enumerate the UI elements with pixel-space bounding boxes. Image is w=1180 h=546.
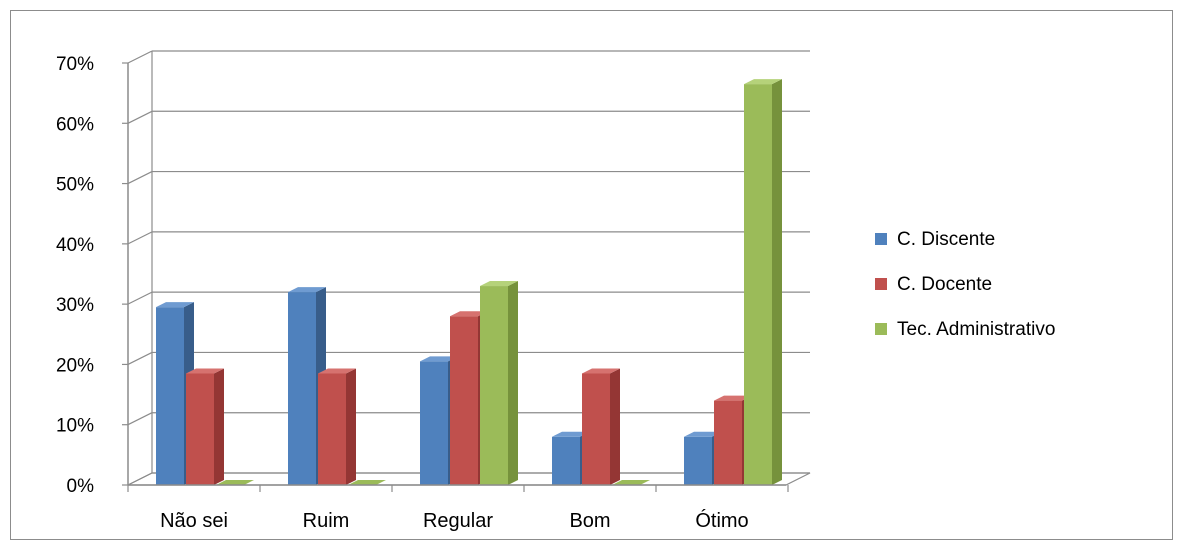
- bar-zero: [216, 480, 254, 485]
- bar-top: [318, 368, 356, 374]
- y-tick-label: 70%: [56, 54, 94, 75]
- bar: [582, 368, 620, 485]
- bar-front: [318, 373, 346, 485]
- bar-side: [346, 368, 356, 485]
- bar: [480, 281, 518, 485]
- gridline-depth: [127, 171, 153, 185]
- x-tick-label: Ruim: [303, 510, 350, 532]
- gridline-depth: [127, 472, 153, 486]
- legend-label: C. Docente: [897, 274, 992, 295]
- legend-swatch: [875, 233, 887, 245]
- bar-top: [156, 302, 194, 308]
- bar: [186, 368, 224, 485]
- gridline-depth: [127, 110, 153, 124]
- y-axis-ticks: 0% 10% 20% 30% 40% 50% 60% 70%: [56, 54, 94, 497]
- bar-top: [744, 79, 782, 85]
- gridline-depth: [127, 412, 153, 426]
- y-tick-label: 60%: [56, 114, 94, 135]
- bar-top: [450, 311, 488, 317]
- bar: [612, 480, 650, 485]
- x-tick-label: Ótimo: [695, 509, 748, 532]
- legend-item: Tec. Administrativo: [875, 319, 1055, 340]
- bar: [318, 368, 356, 485]
- bar: [744, 79, 782, 485]
- bar-top: [480, 281, 518, 287]
- legend-item: C. Docente: [875, 274, 992, 295]
- bar-zero: [348, 480, 386, 485]
- bar-top: [288, 287, 326, 293]
- bar-front: [744, 84, 772, 485]
- x-tick-label: Não sei: [160, 510, 228, 532]
- bar-front: [450, 316, 478, 485]
- bar-front: [186, 373, 214, 485]
- bar-front: [420, 361, 448, 485]
- bar-top: [420, 356, 458, 362]
- bar-zero: [612, 480, 650, 485]
- bar-front: [156, 307, 184, 485]
- bar-top: [714, 395, 752, 401]
- gridline-depth: [127, 50, 153, 64]
- y-tick-label: 0%: [67, 476, 95, 497]
- gridline-depth: [127, 231, 153, 245]
- bar-top: [684, 431, 722, 437]
- legend-label: Tec. Administrativo: [897, 319, 1055, 340]
- bar-top: [582, 368, 620, 374]
- bar-side: [610, 368, 620, 485]
- gridline-depth: [127, 291, 153, 305]
- bars: [156, 79, 782, 485]
- legend-swatch: [875, 278, 887, 290]
- bar-front: [714, 400, 742, 485]
- bar-top: [552, 431, 590, 437]
- y-tick-label: 40%: [56, 235, 94, 256]
- legend-swatch: [875, 323, 887, 335]
- y-tick-label: 50%: [56, 175, 94, 196]
- bar-side: [508, 281, 518, 485]
- legend: C. Discente C. Docente Tec. Administrativo: [875, 229, 1055, 340]
- bar-front: [582, 373, 610, 485]
- bar-front: [552, 436, 580, 485]
- y-tick-label: 30%: [56, 295, 94, 316]
- y-tick-label: 10%: [56, 416, 94, 437]
- bar: [348, 480, 386, 485]
- gridline-depth: [127, 351, 153, 365]
- y-tick-label: 20%: [56, 355, 94, 376]
- legend-label: C. Discente: [897, 229, 995, 250]
- bar-side: [214, 368, 224, 485]
- legend-item: C. Discente: [875, 229, 995, 250]
- bar-front: [684, 436, 712, 485]
- x-tick-label: Bom: [569, 510, 610, 532]
- bar-front: [480, 286, 508, 485]
- bar-top: [186, 368, 224, 374]
- x-tick-label: Regular: [423, 510, 493, 532]
- bar-side: [772, 79, 782, 485]
- x-axis: Não sei Ruim Regular Bom Ótimo: [127, 484, 789, 532]
- bar-front: [288, 292, 316, 485]
- bar: [216, 480, 254, 485]
